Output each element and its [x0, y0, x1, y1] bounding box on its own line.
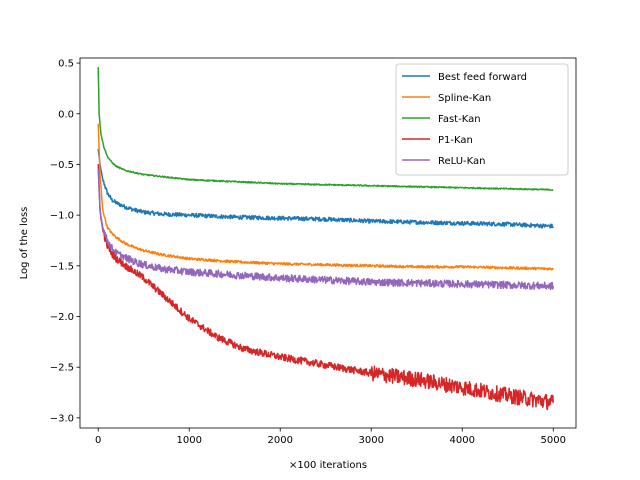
y-tick-label: −3.0: [50, 413, 74, 424]
y-tick-label: 0.5: [58, 59, 74, 70]
y-tick-label: −0.5: [50, 160, 74, 171]
series-line-p1-kan: [97, 164, 554, 411]
x-tick-label: 2000: [267, 435, 292, 446]
series-layer: [97, 67, 554, 411]
y-axis: 0.5 0.0 −0.5 −1.0 −1.5 −2.0 −2.5 −3.0: [50, 59, 80, 424]
y-tick-label: −2.0: [50, 312, 74, 323]
series-line-best-feed-forward: [97, 148, 554, 229]
y-tick-label: −2.5: [50, 363, 74, 374]
x-tick-label: 5000: [541, 435, 566, 446]
x-tick-label: 4000: [450, 435, 475, 446]
x-tick-label: 3000: [359, 435, 384, 446]
legend: Best feed forward Spline-Kan Fast-Kan P1-Ka…: [395, 63, 569, 176]
legend-label: ReLU-Kan: [438, 156, 486, 167]
x-tick-label: 0: [95, 435, 101, 446]
y-tick-label: −1.0: [50, 211, 74, 222]
legend-label: P1-Kan: [438, 135, 473, 146]
legend-frame: [395, 63, 569, 176]
x-tick-label: 1000: [176, 435, 201, 446]
x-axis-label: ×100 iterations: [289, 460, 367, 471]
series-line-spline-kan: [97, 123, 554, 271]
y-axis-label: Log of the loss: [19, 207, 30, 280]
plot-frame: [79, 57, 577, 429]
series-line-fast-kan: [97, 67, 554, 192]
x-axis: 0 1000 2000 3000 4000 5000: [95, 428, 566, 446]
series-line-relu-kan: [97, 168, 554, 291]
legend-label: Best feed forward: [438, 72, 527, 83]
y-tick-label: −1.5: [50, 261, 74, 272]
legend-label: Spline-Kan: [438, 93, 491, 104]
legend-label: Fast-Kan: [438, 114, 481, 125]
y-tick-label: 0.0: [58, 109, 74, 120]
